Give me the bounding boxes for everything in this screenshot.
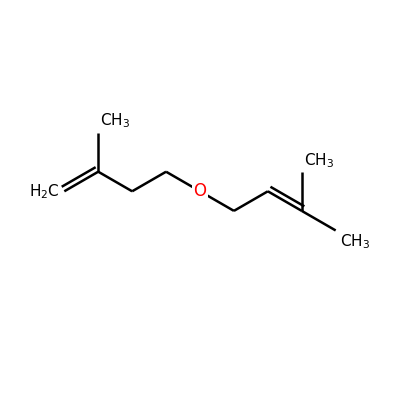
Text: H$_2$C: H$_2$C — [29, 182, 60, 201]
Text: CH$_3$: CH$_3$ — [340, 233, 370, 251]
Text: O: O — [194, 182, 206, 200]
Text: CH$_3$: CH$_3$ — [100, 112, 130, 130]
Text: CH$_3$: CH$_3$ — [304, 151, 334, 170]
